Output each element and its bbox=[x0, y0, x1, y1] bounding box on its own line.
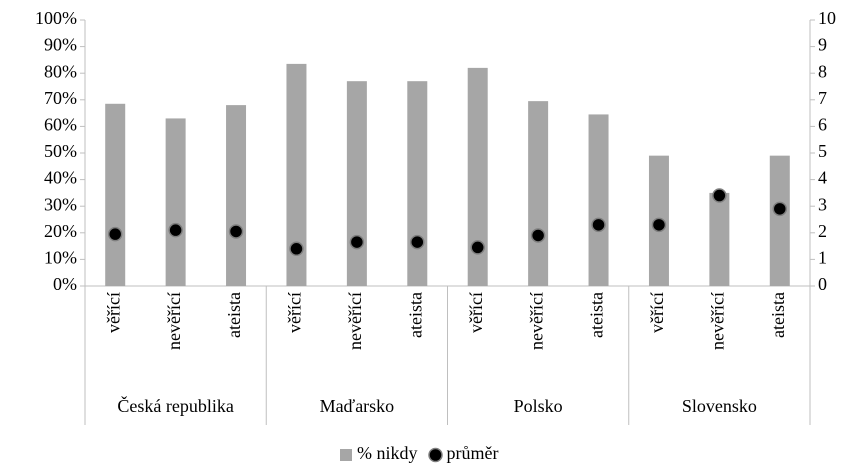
y-tick-label: 30% bbox=[44, 194, 77, 214]
y2-tick-label: 5 bbox=[818, 141, 827, 161]
y-tick-label: 60% bbox=[44, 115, 77, 135]
x-tick-label: nevěřící bbox=[345, 292, 365, 350]
dot bbox=[591, 217, 606, 233]
x-tick-label: ateista bbox=[587, 292, 607, 338]
legend-swatch bbox=[428, 447, 443, 463]
x-tick-label: věřící bbox=[647, 292, 667, 333]
x-tick-label: nevěřící bbox=[708, 292, 728, 350]
bar bbox=[709, 192, 730, 286]
y2-tick-label: 4 bbox=[818, 168, 827, 188]
y2-tick-label: 6 bbox=[818, 115, 827, 135]
dot bbox=[470, 240, 485, 255]
group-label: Polsko bbox=[514, 396, 563, 416]
dot bbox=[289, 241, 304, 257]
bar bbox=[226, 105, 247, 287]
dot bbox=[228, 224, 244, 239]
y-tick-label: 50% bbox=[44, 141, 77, 161]
x-tick-label: nevěřící bbox=[164, 292, 184, 350]
y2-tick-label: 1 bbox=[818, 248, 827, 268]
y-tick-label: 100% bbox=[35, 8, 77, 28]
y2-tick-label: 3 bbox=[818, 194, 827, 214]
y2-tick-label: 8 bbox=[818, 61, 827, 81]
x-tick-label: ateista bbox=[224, 292, 244, 338]
dot bbox=[168, 222, 183, 238]
dot bbox=[530, 228, 546, 243]
y-tick-label: 70% bbox=[44, 88, 77, 108]
legend-label: průměr bbox=[447, 443, 499, 463]
bar bbox=[165, 118, 186, 286]
y2-tick-label: 10 bbox=[818, 8, 836, 28]
dot bbox=[772, 201, 788, 217]
group-label: Slovensko bbox=[682, 396, 757, 416]
x-tick-label: ateista bbox=[768, 292, 788, 338]
y-tick-label: 20% bbox=[44, 221, 77, 241]
y-tick-label: 0% bbox=[53, 274, 77, 294]
x-tick-label: věřící bbox=[285, 292, 305, 333]
legend-label: % nikdy bbox=[357, 443, 418, 463]
y2-tick-label: 2 bbox=[818, 221, 827, 241]
bar bbox=[769, 155, 790, 286]
bar bbox=[286, 63, 307, 286]
x-tick-label: nevěřící bbox=[526, 292, 546, 350]
group-label: Maďarsko bbox=[320, 396, 395, 416]
y-tick-label: 90% bbox=[44, 35, 77, 55]
bar bbox=[407, 81, 428, 287]
bar bbox=[528, 101, 549, 286]
dot bbox=[712, 188, 727, 203]
y2-tick-label: 0 bbox=[818, 274, 827, 294]
bar bbox=[105, 103, 126, 286]
y2-tick-label: 7 bbox=[818, 88, 827, 108]
bar bbox=[346, 81, 367, 287]
bar bbox=[467, 67, 488, 286]
dot bbox=[410, 234, 425, 250]
y-tick-label: 40% bbox=[44, 168, 77, 188]
dot bbox=[349, 234, 365, 250]
dot bbox=[651, 217, 667, 233]
group-label: Česká republika bbox=[117, 395, 233, 416]
bar bbox=[588, 114, 609, 287]
x-tick-label: věřící bbox=[103, 292, 123, 333]
y2-tick-label: 9 bbox=[818, 35, 827, 55]
x-tick-label: věřící bbox=[466, 292, 486, 333]
legend-swatch bbox=[340, 449, 352, 461]
y-tick-label: 10% bbox=[44, 248, 77, 268]
y-tick-label: 80% bbox=[44, 61, 77, 81]
dot bbox=[107, 226, 123, 242]
x-tick-label: ateista bbox=[405, 292, 425, 338]
